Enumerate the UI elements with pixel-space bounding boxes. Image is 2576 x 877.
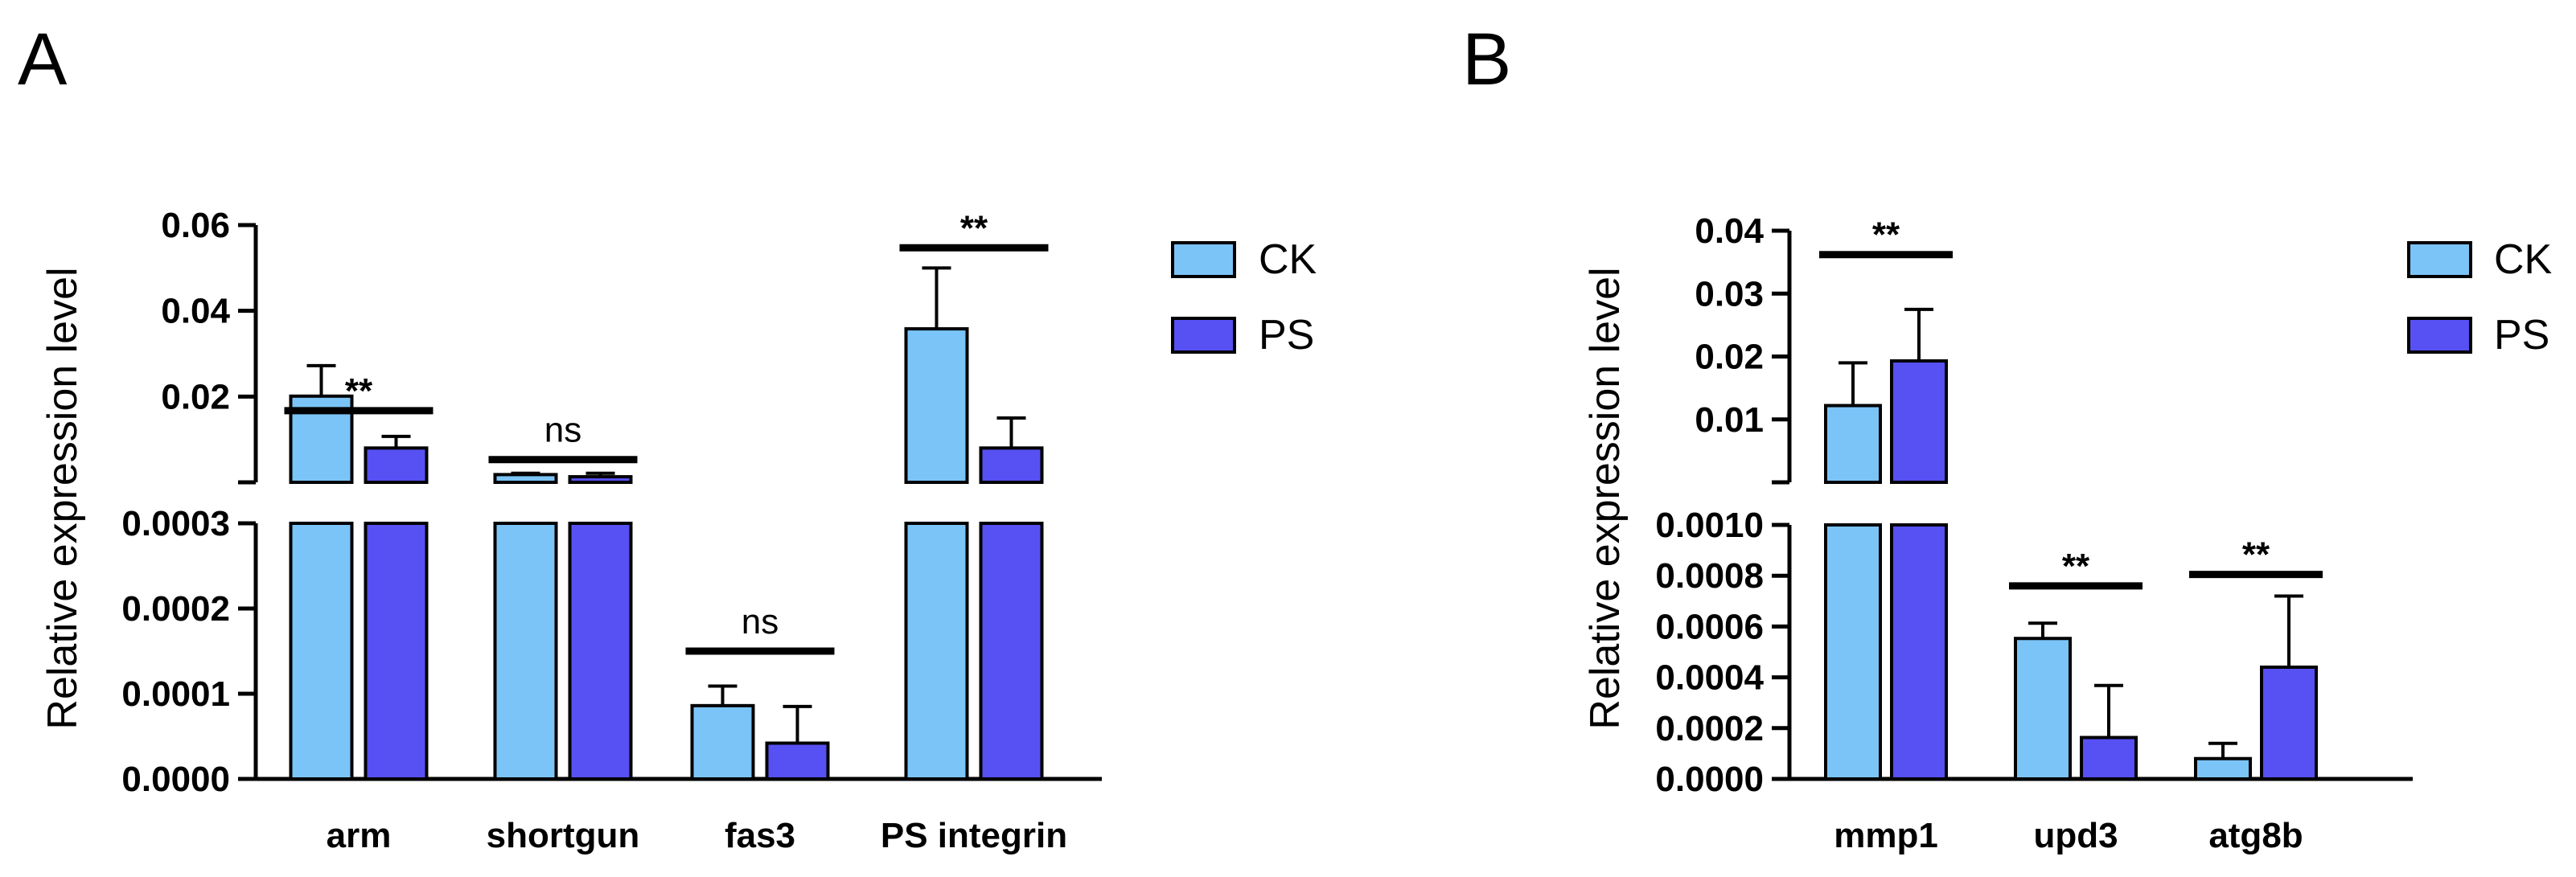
x-tick-label: PS integrin bbox=[881, 816, 1067, 855]
x-tick-label: arm bbox=[327, 816, 392, 855]
y-tick-label: 0.0003 bbox=[121, 504, 230, 543]
significance-label: ** bbox=[2062, 547, 2090, 586]
y-tick-label: 0.0000 bbox=[121, 760, 230, 799]
axis-break-gap bbox=[1792, 485, 2415, 523]
bar-ps-shortgun bbox=[568, 522, 633, 781]
legend-swatch-ck bbox=[2407, 241, 2472, 278]
bar-ps-ps-integrin-upper bbox=[979, 446, 1044, 484]
y-tick-label: 0.01 bbox=[1695, 400, 1764, 440]
legend-swatch-ps bbox=[2407, 317, 2472, 354]
legend-swatch-ck bbox=[1171, 241, 1236, 278]
y-tick-label: 0.0004 bbox=[1655, 658, 1764, 698]
significance-label: ** bbox=[960, 208, 988, 248]
y-tick-label: 0.0010 bbox=[1655, 506, 1764, 545]
panel-label: A bbox=[18, 18, 68, 100]
y-tick-label: 0.06 bbox=[161, 206, 230, 245]
bar-ck-shortgun-upper bbox=[493, 473, 558, 485]
y-tick-label: 0.0001 bbox=[121, 674, 230, 714]
significance-label: ns bbox=[742, 602, 779, 641]
y-tick-label: 0.0000 bbox=[1655, 760, 1764, 799]
legend-swatch-ps bbox=[1171, 317, 1236, 354]
bar-ck-ps-integrin bbox=[904, 522, 969, 781]
bar-ps-arm-upper bbox=[364, 446, 429, 484]
legend-label-ps: PS bbox=[1259, 312, 1314, 359]
significance-label: ** bbox=[2242, 535, 2270, 575]
y-tick-label: 0.02 bbox=[1695, 338, 1764, 377]
bar-ck-mmp1 bbox=[1824, 523, 1882, 781]
significance-label: ** bbox=[345, 371, 373, 411]
legend-label-ps: PS bbox=[2494, 312, 2549, 359]
bar-ps-shortgun-upper bbox=[568, 475, 633, 484]
y-tick-label: 0.0006 bbox=[1655, 607, 1764, 646]
bar-ck-atg8b bbox=[2194, 756, 2252, 781]
panel-a: A Relative expression level 0.0000 0.0001 0.… bbox=[18, 18, 1317, 855]
bar-ps-arm bbox=[364, 522, 429, 781]
x-tick-label: upd3 bbox=[2033, 816, 2118, 855]
y-axis-label: Relative expression level bbox=[39, 267, 86, 729]
y-tick-label: 0.04 bbox=[161, 292, 230, 331]
legend-label-ck: CK bbox=[1259, 236, 1317, 283]
y-tick-label: 0.02 bbox=[161, 377, 230, 416]
bar-ps-mmp1 bbox=[1890, 523, 1948, 781]
x-tick-label: shortgun bbox=[487, 816, 640, 855]
x-tick-label: fas3 bbox=[725, 816, 795, 855]
y-tick-label: 0.0008 bbox=[1655, 556, 1764, 596]
y-tick-label: 0.0002 bbox=[121, 589, 230, 629]
bar-ck-ps-integrin-upper bbox=[904, 327, 969, 485]
bar-ps-upd3 bbox=[2080, 736, 2138, 781]
panel-b: B Relative expression level 0.0000 0.0002 0.… bbox=[1462, 18, 2553, 855]
bar-ps-fas3 bbox=[765, 741, 830, 781]
bar-ps-atg8b bbox=[2260, 665, 2318, 781]
y-tick-label: 0.03 bbox=[1695, 274, 1764, 314]
bar-ps-ps-integrin bbox=[979, 522, 1044, 781]
panel-label: B bbox=[1462, 18, 1511, 100]
bar-ps-mmp1-upper bbox=[1890, 359, 1948, 485]
legend-label-ck: CK bbox=[2494, 236, 2553, 283]
bar-ck-mmp1-upper bbox=[1824, 404, 1882, 484]
y-axis-label: Relative expression level bbox=[1582, 267, 1629, 729]
significance-label: ** bbox=[1872, 215, 1900, 255]
bar-ck-fas3 bbox=[690, 703, 755, 781]
significance-label: ns bbox=[544, 411, 581, 450]
x-tick-label: atg8b bbox=[2208, 816, 2303, 855]
bar-ck-upd3 bbox=[2014, 637, 2072, 781]
x-tick-label: mmp1 bbox=[1834, 816, 1938, 855]
bar-ck-shortgun bbox=[493, 522, 558, 781]
y-tick-label: 0.04 bbox=[1695, 211, 1764, 251]
axis-break-gap bbox=[258, 485, 1104, 521]
bar-ck-arm bbox=[289, 522, 354, 781]
y-tick-label: 0.0002 bbox=[1655, 709, 1764, 748]
